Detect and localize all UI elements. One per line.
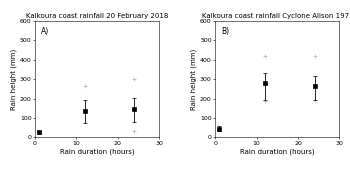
Y-axis label: Rain height (mm): Rain height (mm) (191, 49, 197, 110)
Point (262, 55, 268, 57)
Text: A): A) (41, 27, 49, 36)
Point (132, 78, 137, 81)
Title: Kaikoura coast rainfall 20 February 2018: Kaikoura coast rainfall 20 February 2018 (26, 13, 168, 19)
Point (262, 100, 268, 103)
Point (132, 130, 137, 133)
Text: B): B) (222, 27, 230, 36)
X-axis label: Rain duration (hours): Rain duration (hours) (240, 149, 315, 155)
Point (312, 98, 317, 101)
Title: Kaikoura coast rainfall Cyclone Alison 1975: Kaikoura coast rainfall Cyclone Alison 1… (202, 13, 350, 19)
Point (82, 84, 88, 87)
X-axis label: Rain duration (hours): Rain duration (hours) (60, 149, 134, 155)
Point (312, 55, 317, 57)
Y-axis label: Rain height (mm): Rain height (mm) (10, 49, 17, 110)
